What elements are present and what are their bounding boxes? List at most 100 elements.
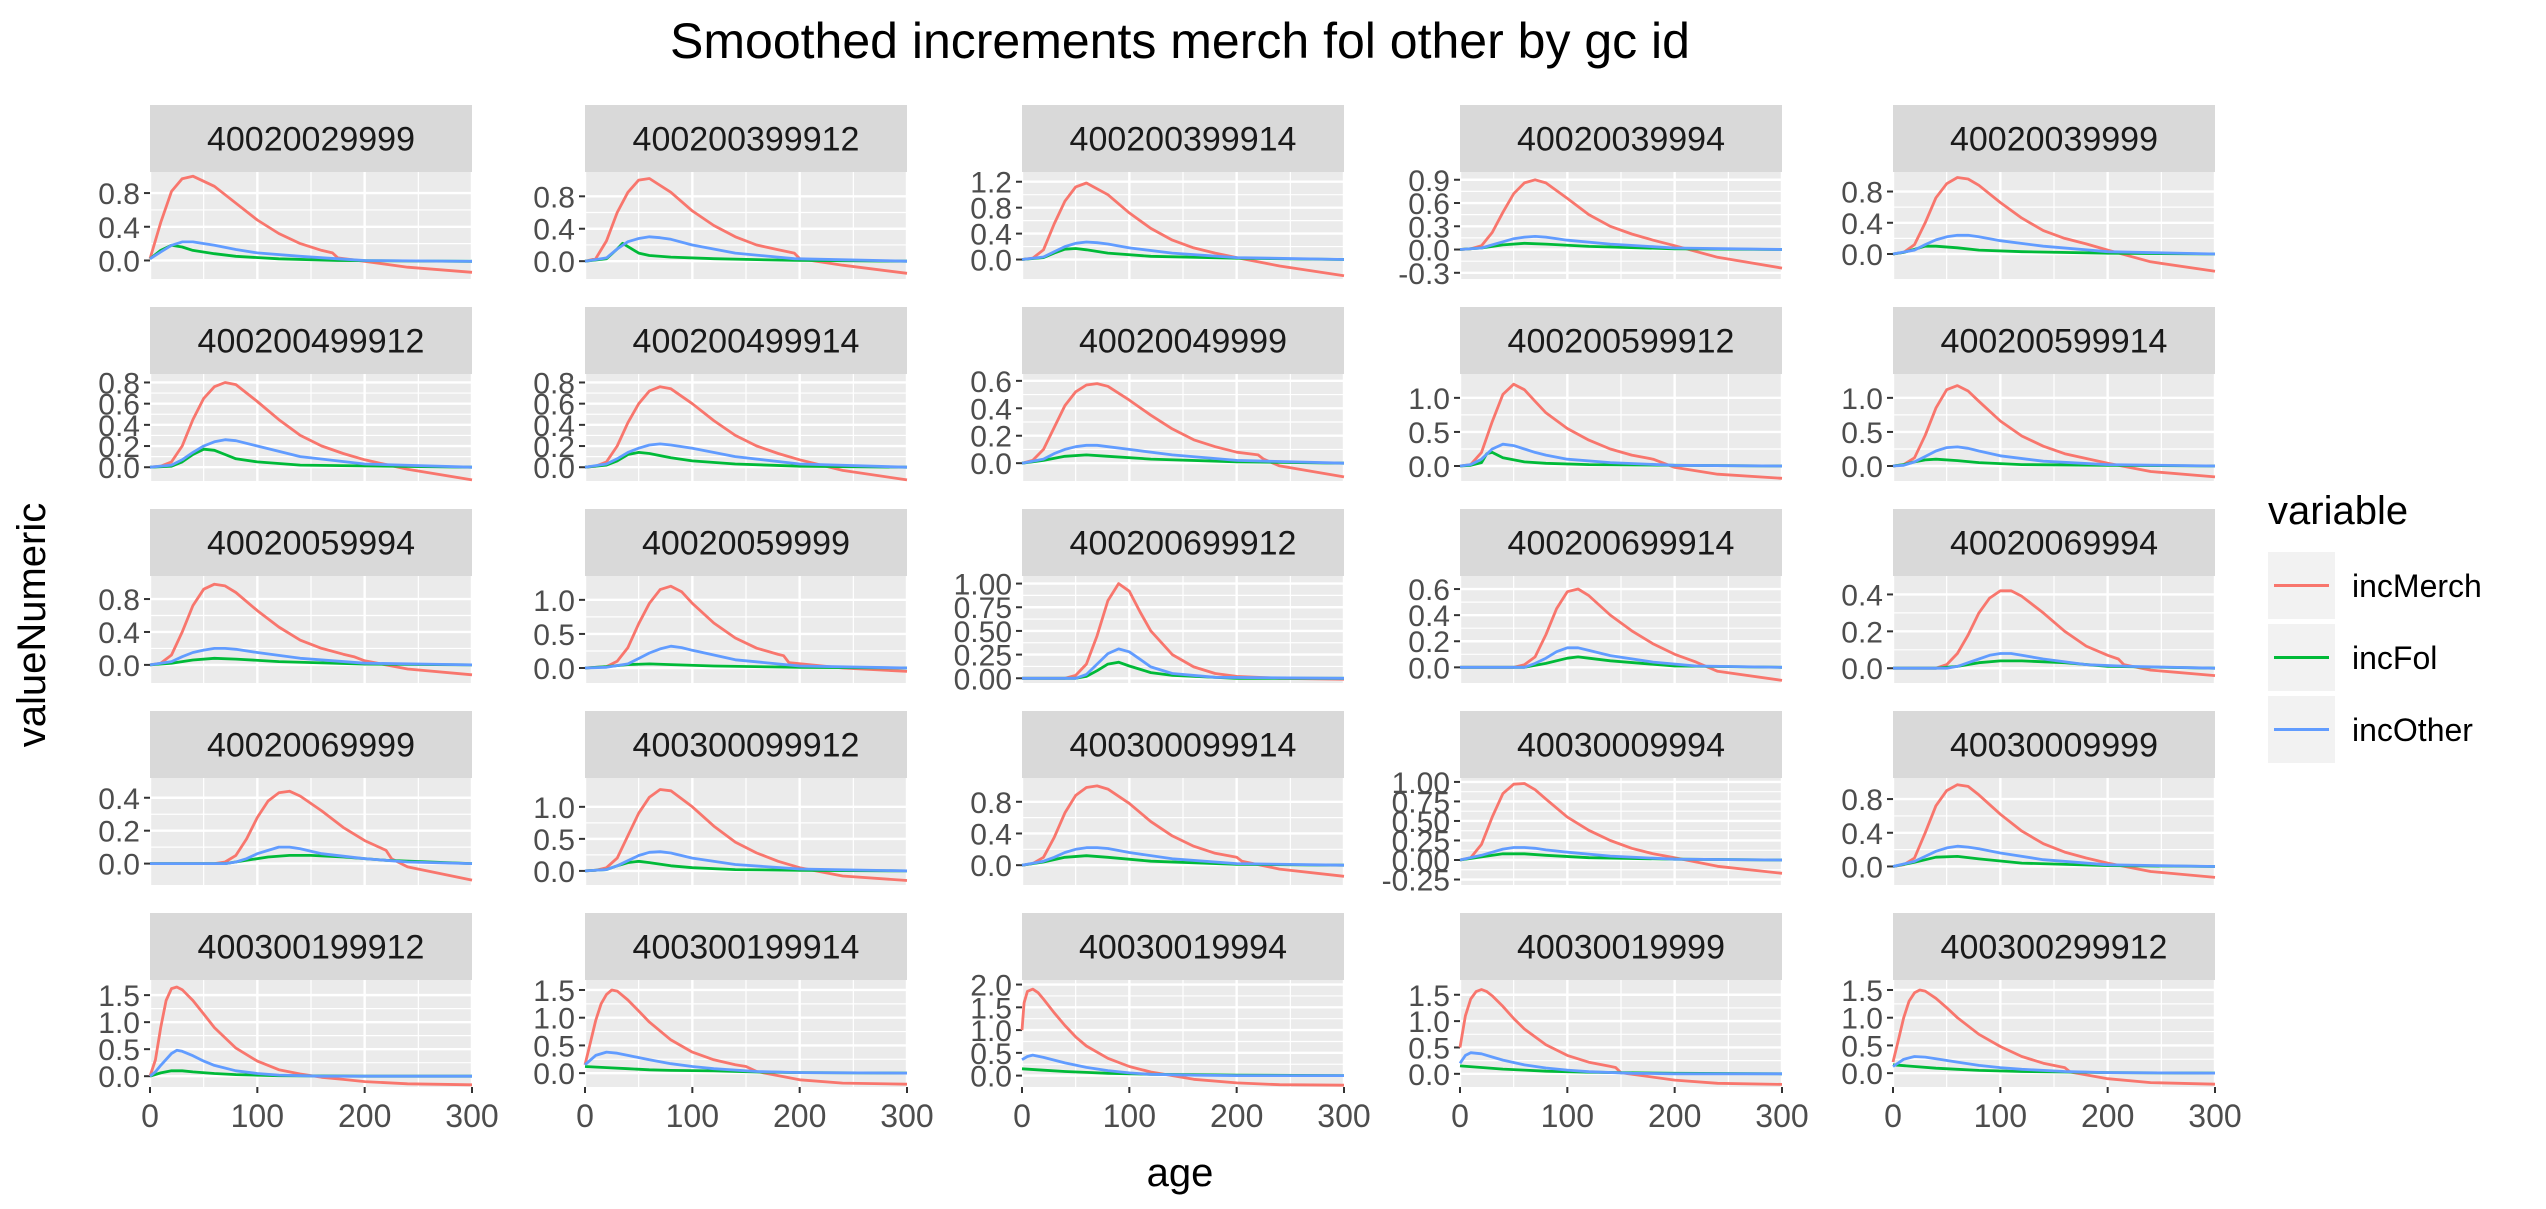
y-tick-label: 0.0 bbox=[1408, 235, 1450, 268]
x-tick-label: 300 bbox=[1317, 1098, 1370, 1134]
y-tick-label: 1.0 bbox=[533, 1003, 575, 1036]
facet-strip bbox=[1022, 711, 1344, 778]
series-line-incOther bbox=[1459, 234, 1783, 251]
facet-panel: 400200499912 0.00.20.40.60.8 bbox=[98, 307, 474, 485]
facet-strip-label: 400200399914 bbox=[1070, 121, 1297, 159]
legend-label: incMerch bbox=[2352, 568, 2482, 604]
facet-strip-label: 40020069999 bbox=[207, 727, 415, 765]
facet-panel: 40030009994 -0.250.000.250.500.751.00 bbox=[1382, 711, 1784, 898]
y-tick-label: 0.4 bbox=[1841, 579, 1883, 612]
y-tick-label: 0.4 bbox=[970, 393, 1012, 426]
facet-strip-label: 400200599912 bbox=[1508, 323, 1735, 361]
series-line-incOther bbox=[1021, 846, 1345, 867]
x-tick-label: 100 bbox=[1974, 1098, 2027, 1134]
y-tick-label: 0.6 bbox=[98, 389, 140, 422]
x-tick-label: 200 bbox=[773, 1098, 826, 1134]
y-tick-label: 0.5 bbox=[533, 1030, 575, 1063]
legend: variable incMerch incFol incOther bbox=[2268, 489, 2482, 763]
y-axis-title: valueNumeric bbox=[10, 503, 54, 748]
facet-strip bbox=[1022, 913, 1344, 980]
y-tick-label: 1.0 bbox=[1408, 383, 1450, 416]
facet-strip-label: 400200699914 bbox=[1508, 525, 1735, 563]
y-tick-label: 0.0 bbox=[1841, 451, 1883, 484]
facet-strip-label: 40030019999 bbox=[1517, 929, 1725, 967]
legend-entry: incMerch bbox=[2268, 552, 2482, 619]
series-line-incOther bbox=[1022, 647, 1345, 680]
y-tick-label: 0.8 bbox=[970, 193, 1012, 226]
facet-strip-label: 400200599914 bbox=[1941, 323, 2168, 361]
facet-panel: 40020059994 0.00.40.8 bbox=[98, 509, 474, 683]
x-tick-label: 300 bbox=[445, 1098, 498, 1134]
series-line-incFol bbox=[584, 450, 908, 469]
y-tick-label: 0.0 bbox=[970, 448, 1012, 481]
y-tick-label: 0.4 bbox=[533, 410, 575, 443]
y-tick-label: 0.6 bbox=[1408, 574, 1450, 607]
series-line-incOther bbox=[1021, 1053, 1344, 1077]
y-tick-label: 0.0 bbox=[533, 452, 575, 485]
series-line-incOther bbox=[1892, 844, 2216, 868]
y-tick-label: 0.0 bbox=[98, 245, 140, 278]
y-tick-label: 0.4 bbox=[98, 617, 140, 650]
facet-panel: 40030019999 0.00.51.01.5 0 100 200 300 bbox=[1408, 913, 1809, 1134]
facet-panels: 400200299990.00.40.84002003999120.00.40.… bbox=[98, 105, 2242, 1134]
series-line-incOther bbox=[1458, 1051, 1782, 1076]
y-tick-label: 0.0 bbox=[970, 850, 1012, 883]
facet-strip-label: 400300099914 bbox=[1070, 727, 1297, 765]
series-line-incMerch bbox=[1892, 176, 2216, 273]
legend-label: incOther bbox=[2352, 712, 2473, 748]
y-tick-label: 0.00 bbox=[1392, 845, 1450, 878]
series-line-incOther bbox=[1460, 646, 1783, 669]
facet-strip bbox=[585, 509, 907, 576]
facet-strip-label: 400200699912 bbox=[1070, 525, 1297, 563]
facet-panel: 400200599914 0.00.51.0 bbox=[1841, 307, 2217, 484]
series-line-incFol bbox=[1021, 453, 1345, 465]
series-line-incMerch bbox=[1020, 987, 1345, 1087]
y-tick-label: 0.0 bbox=[970, 1061, 1012, 1094]
y-tick-label: 1.2 bbox=[970, 167, 1012, 200]
y-tick-label: 0.4 bbox=[1408, 600, 1450, 633]
facet-strip bbox=[1022, 105, 1344, 172]
facet-strip bbox=[1460, 711, 1782, 778]
facet-strip bbox=[1893, 913, 2215, 980]
facet-strip bbox=[1460, 509, 1782, 576]
series-line-incMerch bbox=[150, 789, 473, 882]
y-tick-label: 0.2 bbox=[533, 431, 575, 464]
y-tick-label: 0.0 bbox=[1408, 1059, 1450, 1092]
y-tick-label: 0.5 bbox=[1841, 1030, 1883, 1063]
y-tick-label: 0.4 bbox=[98, 783, 140, 816]
facet-strip bbox=[150, 509, 472, 576]
facet-panel: 400200399914 0.00.40.81.2 bbox=[970, 105, 1346, 279]
facet-panel: 400300299912 0.00.51.01.5 0 100 200 300 bbox=[1841, 913, 2242, 1134]
x-tick-label: 100 bbox=[1541, 1098, 1594, 1134]
x-tick-label: 300 bbox=[2188, 1098, 2241, 1134]
x-tick-label: 100 bbox=[1103, 1098, 1156, 1134]
series-line-incMerch bbox=[1021, 382, 1345, 479]
x-tick-label: 100 bbox=[666, 1098, 719, 1134]
y-tick-label: 0.50 bbox=[1392, 806, 1450, 839]
y-tick-label: 0.4 bbox=[98, 212, 140, 245]
series-line-incMerch bbox=[1460, 587, 1783, 682]
series-line-incOther bbox=[1892, 233, 2216, 256]
x-tick-label: 200 bbox=[1210, 1098, 1263, 1134]
y-tick-label: 1.5 bbox=[1841, 975, 1883, 1008]
facet-strip-label: 40020069994 bbox=[1950, 525, 2158, 563]
series-line-incOther bbox=[584, 442, 908, 469]
x-tick-label: 0 bbox=[1451, 1098, 1469, 1134]
facet-strip bbox=[1893, 509, 2215, 576]
x-tick-label: 100 bbox=[231, 1098, 284, 1134]
y-tick-label: 0.0 bbox=[98, 849, 140, 882]
y-tick-label: 0.0 bbox=[1841, 239, 1883, 272]
y-tick-label: 0.00 bbox=[954, 663, 1012, 696]
x-tick-label: 200 bbox=[338, 1098, 391, 1134]
series-line-incMerch bbox=[1021, 784, 1345, 878]
facet-panel: 400200399912 0.00.40.8 bbox=[533, 105, 909, 279]
y-tick-label: 0.25 bbox=[954, 640, 1012, 673]
facet-panel: 40020069994 0.0 0.2 0.4 bbox=[1841, 509, 2217, 686]
y-tick-label: 0.0 bbox=[1841, 851, 1883, 884]
y-tick-label: 0.0 bbox=[1841, 653, 1883, 686]
series-line-incMerch bbox=[1892, 783, 2216, 879]
series-line-incOther bbox=[149, 647, 473, 667]
y-tick-label: 0.5 bbox=[1408, 417, 1450, 450]
facet-strip-label: 400200399912 bbox=[633, 121, 860, 159]
